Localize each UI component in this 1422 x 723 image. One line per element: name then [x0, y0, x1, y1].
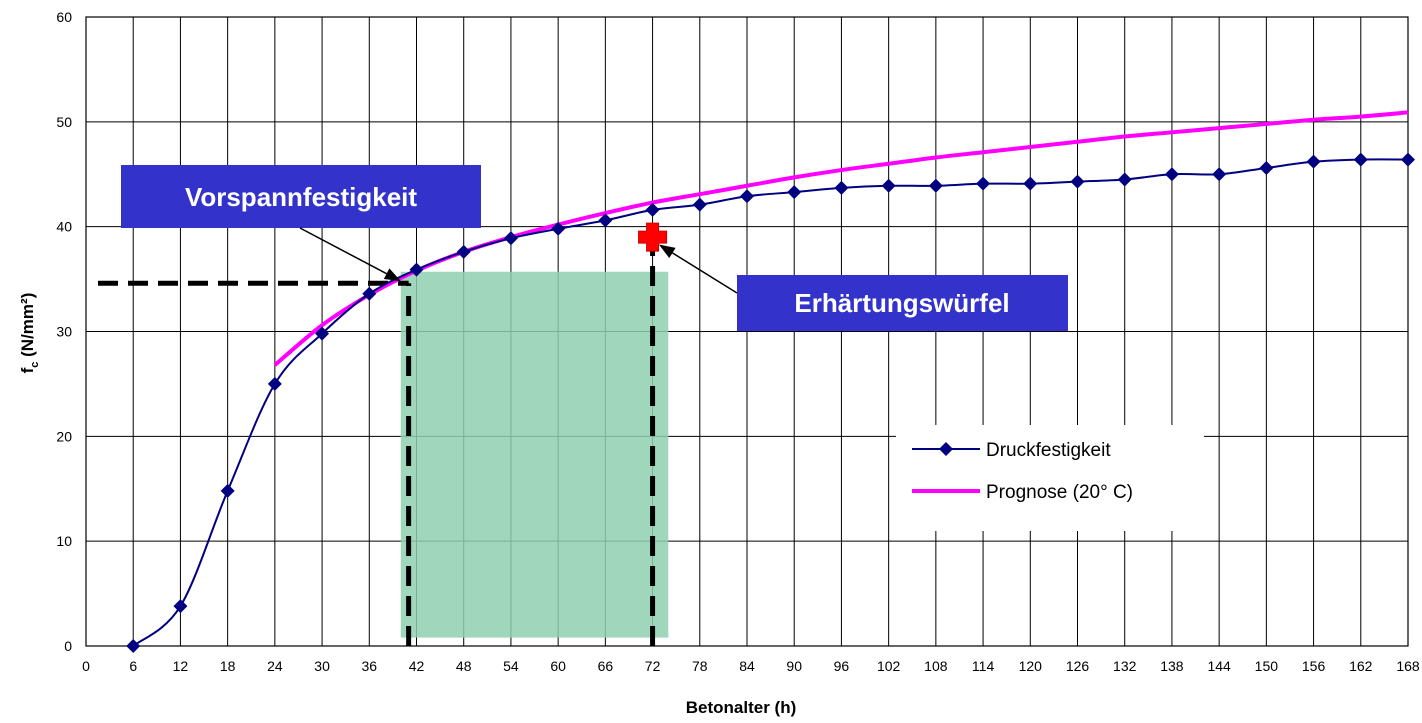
druckfestigkeit-point-54 [503, 231, 518, 246]
y-tick-label-50: 50 [56, 114, 72, 130]
callout-erhaertungswuerfel-label: Erhärtungswürfel [794, 288, 1009, 318]
druckfestigkeit-point-84 [740, 189, 754, 204]
y-axis-title-rest: (N/mm²) [18, 293, 37, 362]
x-tick-label-144: 144 [1207, 658, 1231, 674]
druckfestigkeit-point-144 [1212, 167, 1227, 182]
x-tick-label-0: 0 [82, 658, 90, 674]
druckfestigkeit-point-126 [1070, 174, 1085, 189]
x-tick-label-126: 126 [1066, 658, 1090, 674]
druckfestigkeit-point-6 [126, 639, 141, 653]
plot-frame [85, 16, 1409, 647]
plot-border [85, 16, 1409, 647]
druckfestigkeit-point-42 [409, 262, 424, 277]
y-tick-label-10: 10 [56, 533, 72, 549]
druckfestigkeit-point-114 [976, 176, 991, 191]
druckfestigkeit-point-48 [456, 244, 471, 259]
druckfestigkeit-point-24 [267, 376, 282, 391]
legend-prognose-label: Prognose (20° C) [986, 482, 1133, 503]
x-tick-label-84: 84 [739, 658, 755, 674]
druckfestigkeit-point-108 [928, 178, 943, 193]
callout-erhaertungswuerfel-box [737, 275, 1068, 331]
druckfestigkeit-point-18 [220, 483, 235, 498]
x-tick-label-114: 114 [972, 658, 995, 674]
callout-vorspannfestigkeit-label: Vorspannfestigkeit [185, 182, 417, 212]
y-axis-title: fc (N/mm²) [18, 293, 41, 374]
y-axis-title-main: f [18, 367, 37, 373]
x-tick-label-168: 168 [1396, 658, 1420, 674]
druckfestigkeit-point-102 [881, 178, 896, 193]
druckfestigkeit-point-138 [1164, 167, 1179, 182]
erhaertungswuerfel-marker [638, 222, 668, 252]
druckfestigkeit-point-90 [787, 185, 802, 200]
x-tick-label-12: 12 [173, 658, 189, 674]
druckfestigkeit-point-156 [1306, 154, 1321, 169]
x-tick-label-102: 102 [877, 658, 901, 674]
druckfestigkeit-point-66 [598, 213, 613, 228]
x-tick-label-162: 162 [1349, 658, 1373, 674]
x-tick-label-18: 18 [220, 658, 236, 674]
druckfestigkeit-point-162 [1353, 152, 1368, 167]
shaded-time-window [400, 271, 669, 638]
x-tick-label-60: 60 [550, 658, 566, 674]
druckfestigkeit-point-132 [1117, 172, 1132, 187]
x-axis-ticks: 0 6 12 18 24 30 36 42 48 54 60 66 72 78 84 90 96 102 108 11… [82, 658, 1420, 674]
x-tick-label-150: 150 [1255, 658, 1279, 674]
callout-vorspannfestigkeit: Vorspannfestigkeit [121, 165, 481, 282]
x-tick-label-24: 24 [267, 658, 283, 674]
legend-box [896, 425, 1204, 531]
x-tick-label-156: 156 [1302, 658, 1326, 674]
x-tick-label-48: 48 [456, 658, 472, 674]
y-tick-label-40: 40 [56, 219, 72, 235]
callout-vorspannfestigkeit-arrowhead [383, 268, 401, 282]
druckfestigkeit-point-72 [645, 202, 660, 217]
legend: Druckfestigkeit Prognose (20° C) [896, 425, 1204, 531]
y-tick-label-60: 60 [56, 9, 72, 25]
druckfestigkeit-point-36 [362, 286, 377, 301]
druckfestigkeit-point-30 [315, 326, 330, 341]
x-tick-label-90: 90 [786, 658, 802, 674]
y-tick-label-30: 30 [56, 324, 72, 340]
x-tick-label-138: 138 [1160, 658, 1184, 674]
druckfestigkeit-point-150 [1259, 160, 1274, 175]
druckfestigkeit-point-120 [1023, 176, 1038, 191]
y-axis-ticks: 0 10 20 30 40 50 60 [56, 9, 72, 654]
x-tick-label-132: 132 [1113, 658, 1137, 674]
reference-lines [98, 237, 656, 646]
callout-erhaertungswuerfel-arrow [672, 252, 738, 294]
legend-druckfestigkeit-label: Druckfestigkeit [986, 440, 1111, 461]
x-tick-label-6: 6 [129, 658, 137, 674]
x-tick-label-78: 78 [692, 658, 708, 674]
callout-vorspannfestigkeit-arrow [299, 227, 387, 275]
druckfestigkeit-point-12 [173, 599, 188, 614]
druckfestigkeit-point-168 [1401, 152, 1415, 167]
y-tick-label-20: 20 [56, 428, 72, 444]
x-tick-label-108: 108 [924, 658, 948, 674]
cube-plus-shape [638, 222, 668, 252]
x-tick-label-72: 72 [645, 658, 661, 674]
x-tick-label-36: 36 [361, 658, 377, 674]
x-tick-label-42: 42 [409, 658, 425, 674]
x-tick-label-120: 120 [1019, 658, 1043, 674]
x-tick-label-96: 96 [834, 658, 850, 674]
x-tick-label-30: 30 [314, 658, 330, 674]
druckfestigkeit-point-96 [834, 180, 849, 195]
x-axis-title: Betonalter (h) [686, 698, 797, 717]
x-tick-label-66: 66 [598, 658, 614, 674]
callout-erhaertungswuerfel: Erhärtungswürfel [658, 244, 1068, 331]
callout-erhaertungswuerfel-arrowhead [658, 244, 676, 259]
druckfestigkeit-point-60 [551, 221, 566, 236]
druckfestigkeit-point-78 [692, 197, 707, 212]
grid-lines [86, 17, 1408, 646]
y-tick-label-0: 0 [64, 638, 72, 654]
x-tick-label-54: 54 [503, 658, 519, 674]
callout-vorspannfestigkeit-box [121, 165, 481, 228]
legend-druckfestigkeit-diamond-icon [939, 442, 953, 456]
y-axis-title-sub: c [29, 362, 41, 368]
druckfestigkeit-line [132, 158, 1409, 647]
series-druckfestigkeit [126, 152, 1415, 653]
